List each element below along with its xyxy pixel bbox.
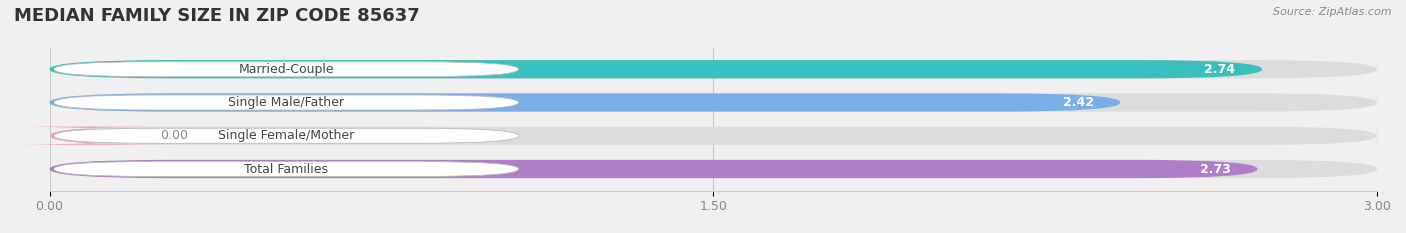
Text: Source: ZipAtlas.com: Source: ZipAtlas.com [1274,7,1392,17]
FancyBboxPatch shape [49,93,1121,112]
Text: Married-Couple: Married-Couple [239,63,335,76]
FancyBboxPatch shape [7,127,172,145]
FancyBboxPatch shape [49,160,1376,178]
FancyBboxPatch shape [49,127,1376,145]
FancyBboxPatch shape [49,60,1263,78]
FancyBboxPatch shape [53,128,519,143]
Text: 2.73: 2.73 [1201,162,1232,175]
Text: 2.74: 2.74 [1205,63,1236,76]
FancyBboxPatch shape [53,95,519,110]
FancyBboxPatch shape [49,60,1376,78]
Text: Single Male/Father: Single Male/Father [228,96,344,109]
FancyBboxPatch shape [49,93,1376,112]
Text: 2.42: 2.42 [1063,96,1094,109]
FancyBboxPatch shape [49,160,1257,178]
Text: 0.00: 0.00 [160,129,188,142]
Text: MEDIAN FAMILY SIZE IN ZIP CODE 85637: MEDIAN FAMILY SIZE IN ZIP CODE 85637 [14,7,420,25]
FancyBboxPatch shape [53,161,519,177]
Text: Total Families: Total Families [245,162,328,175]
Text: Single Female/Mother: Single Female/Mother [218,129,354,142]
FancyBboxPatch shape [53,62,519,77]
